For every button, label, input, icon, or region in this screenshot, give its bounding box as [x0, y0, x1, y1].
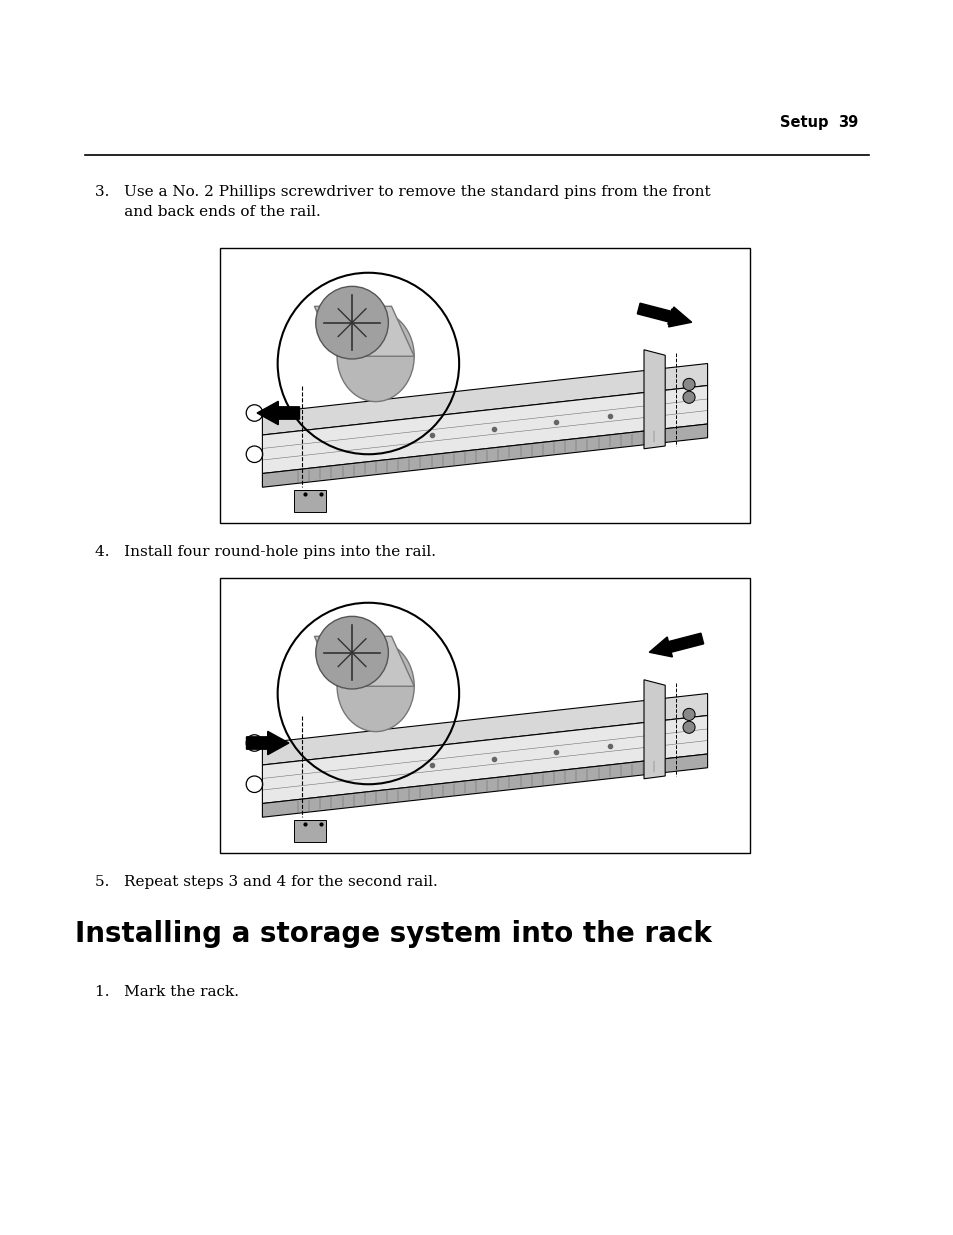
Circle shape: [682, 709, 695, 720]
Bar: [220, 578, 749, 853]
Circle shape: [682, 391, 695, 404]
Text: 4.   Install four round-hole pins into the rail.: 4. Install four round-hole pins into the…: [95, 545, 436, 559]
Polygon shape: [262, 694, 707, 764]
Text: 3.   Use a No. 2 Phillips screwdriver to remove the standard pins from the front: 3. Use a No. 2 Phillips screwdriver to r…: [95, 185, 710, 199]
FancyArrow shape: [637, 303, 691, 327]
Polygon shape: [262, 363, 707, 435]
Polygon shape: [314, 306, 414, 356]
Bar: [294, 820, 326, 842]
Ellipse shape: [315, 616, 388, 689]
Text: 1.   Mark the rack.: 1. Mark the rack.: [95, 986, 239, 999]
Text: 39: 39: [837, 115, 858, 130]
Ellipse shape: [336, 311, 414, 401]
Ellipse shape: [315, 287, 388, 359]
Polygon shape: [314, 636, 414, 687]
Polygon shape: [643, 679, 664, 779]
Text: and back ends of the rail.: and back ends of the rail.: [95, 205, 320, 219]
Text: Setup: Setup: [780, 115, 827, 130]
Polygon shape: [262, 385, 707, 473]
Text: Installing a storage system into the rack: Installing a storage system into the rac…: [75, 920, 711, 948]
Circle shape: [682, 378, 695, 390]
Circle shape: [682, 721, 695, 734]
Bar: [220, 248, 749, 522]
FancyArrow shape: [649, 634, 703, 657]
Polygon shape: [262, 424, 707, 488]
Polygon shape: [262, 755, 707, 818]
FancyArrow shape: [256, 401, 299, 425]
Polygon shape: [643, 350, 664, 448]
Polygon shape: [262, 715, 707, 804]
Bar: [294, 490, 326, 513]
Ellipse shape: [336, 641, 414, 731]
FancyArrow shape: [246, 731, 289, 755]
Text: 5.   Repeat steps 3 and 4 for the second rail.: 5. Repeat steps 3 and 4 for the second r…: [95, 876, 437, 889]
